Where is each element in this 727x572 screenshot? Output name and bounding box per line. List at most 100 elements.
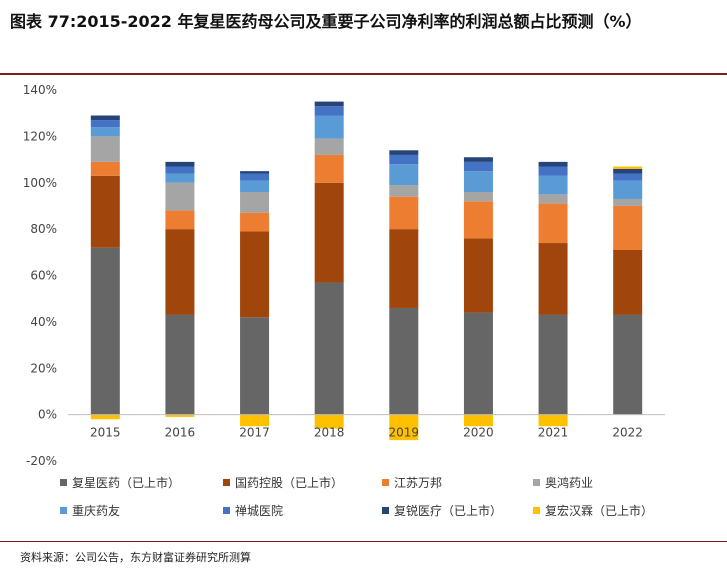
bar-segment	[240, 192, 270, 213]
bar-segment	[240, 212, 270, 232]
bar-segment	[90, 115, 120, 121]
legend-swatch	[382, 479, 389, 486]
bar-segment	[314, 101, 344, 107]
x-tick-label: 2017	[239, 426, 270, 440]
bar-segment	[538, 166, 568, 176]
bar-segment	[613, 249, 643, 315]
bar-segment	[165, 414, 195, 417]
bar-segment	[314, 154, 344, 183]
bar-segment	[538, 243, 568, 315]
bar-segment	[240, 317, 270, 415]
bar-segment	[165, 173, 195, 183]
x-tick-label: 2020	[463, 426, 494, 440]
bar-segment	[240, 171, 270, 174]
y-tick-label: 40%	[30, 315, 57, 329]
bar-segment	[463, 192, 493, 202]
y-tick-label: 0%	[38, 408, 57, 422]
x-tick-label: 2021	[538, 426, 569, 440]
legend-label: 复锐医疗（已上市）	[394, 503, 502, 518]
bar-segment	[463, 161, 493, 172]
legend-label: 江苏万邦	[394, 476, 442, 490]
bar-segment	[314, 282, 344, 415]
y-tick-label: 20%	[30, 361, 57, 375]
legend-label: 复星医药（已上市）	[72, 475, 180, 490]
x-axis: 2015 2016 2017 2018 2019 2020 2021 2022	[68, 414, 665, 440]
bar-segment	[538, 161, 568, 167]
bar-segment	[90, 175, 120, 248]
bar-segment	[90, 120, 120, 128]
bar-segment	[90, 247, 120, 415]
y-tick-label: 80%	[30, 222, 57, 236]
bar-segment	[613, 198, 643, 206]
bar-segment	[240, 173, 270, 181]
bar-segment	[538, 414, 568, 427]
legend-label: 重庆药友	[72, 504, 120, 518]
bar-segment	[538, 314, 568, 415]
bar-segment	[463, 157, 493, 162]
bar-segment	[389, 414, 419, 441]
bar-segment	[538, 203, 568, 244]
bar-segment	[613, 180, 643, 199]
bar-segment	[613, 168, 643, 174]
bar-segment	[240, 180, 270, 193]
legend-label: 复宏汉霖（已上市）	[545, 503, 653, 518]
bar-segment	[165, 182, 195, 211]
y-tick-label: 60%	[30, 269, 57, 283]
title-rule	[0, 73, 727, 75]
bar-segment	[389, 229, 419, 308]
bar-segment	[389, 154, 419, 165]
bar-segment	[90, 161, 120, 176]
bar-segment	[314, 414, 344, 429]
chart-title: 图表 77:2015-2022 年复星医药母公司及重要子公司净利率的利润总额占比…	[10, 12, 642, 31]
bar-segment	[90, 127, 120, 137]
bar-segment	[389, 307, 419, 415]
bar-segment	[463, 414, 493, 427]
x-tick-label: 2019	[389, 426, 420, 440]
legend-swatch	[223, 479, 230, 486]
bar-segment	[538, 175, 568, 195]
bar-segment	[314, 106, 344, 116]
bar-segment	[389, 185, 419, 197]
legend-swatch	[533, 479, 540, 486]
bar-segment	[613, 173, 643, 181]
bar-segment	[314, 182, 344, 283]
y-axis: 140% 120% 100% 80% 60% 40% 20% 0% -20%	[23, 83, 57, 468]
source-rule	[0, 541, 727, 542]
bar-segment	[314, 115, 344, 139]
legend-swatch	[382, 507, 389, 514]
bar-segment	[165, 314, 195, 415]
bar-segment	[463, 312, 493, 415]
bar-segment	[463, 171, 493, 193]
x-tick-label: 2015	[90, 426, 121, 440]
bar-segment	[389, 150, 419, 155]
x-tick-label: 2022	[612, 426, 643, 440]
bar-segment	[240, 231, 270, 318]
bar-segment	[165, 161, 195, 167]
source-note: 资料来源：公司公告，东方财富证券研究所测算	[20, 551, 251, 564]
legend-label: 奥鸿药业	[545, 476, 593, 490]
bar-segment	[613, 166, 643, 169]
bar-segment	[240, 414, 270, 427]
y-tick-label: 120%	[23, 129, 57, 143]
bar-segment	[165, 229, 195, 315]
y-tick-label: -20%	[26, 454, 57, 468]
bar-segment	[314, 138, 344, 155]
legend-label: 禅城医院	[235, 504, 283, 518]
y-tick-label: 100%	[23, 176, 57, 190]
bar-segment	[389, 164, 419, 186]
legend-swatch	[60, 507, 67, 514]
bar-segment	[165, 210, 195, 230]
bar-segment	[90, 414, 120, 420]
bar-segment	[463, 238, 493, 313]
legend-swatch	[60, 479, 67, 486]
bar-segment	[613, 205, 643, 250]
stacked-bar-chart: 140% 120% 100% 80% 60% 40% 20% 0% -20% 2015 2016 2…	[23, 83, 665, 518]
legend-label: 国药控股（已上市）	[235, 475, 343, 490]
legend-swatch	[533, 507, 540, 514]
bar-segment	[538, 194, 568, 204]
bar-segment	[463, 201, 493, 239]
bar-segment	[389, 196, 419, 230]
x-tick-label: 2016	[165, 426, 196, 440]
y-tick-label: 140%	[23, 83, 57, 97]
